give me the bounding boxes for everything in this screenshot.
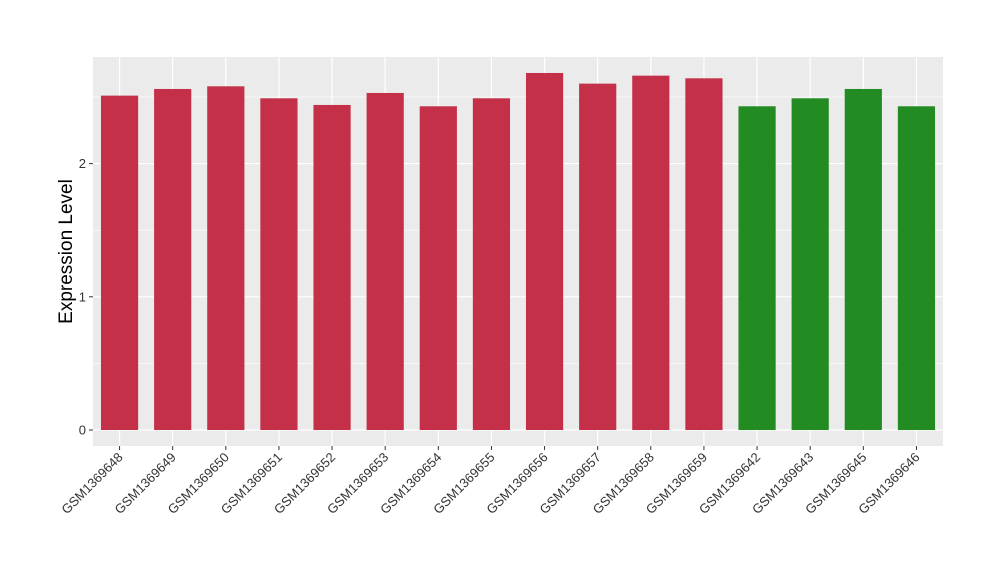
bar [472, 98, 511, 431]
bar [897, 106, 936, 431]
bar [207, 86, 245, 431]
y-axis: 0 1 2 [79, 156, 93, 438]
bar [791, 98, 829, 431]
bar [100, 95, 139, 431]
bar [260, 98, 298, 431]
bars [100, 72, 936, 431]
bar [579, 83, 617, 431]
y-axis-title: Expression Level [56, 179, 77, 324]
x-axis: GSM1369648GSM1369649GSM1369650GSM1369651… [58, 446, 923, 517]
y-tick-label: 0 [79, 423, 86, 438]
bar [844, 88, 882, 431]
bar [685, 78, 723, 431]
y-tick-label: 2 [79, 156, 86, 171]
bar [366, 92, 404, 431]
y-tick-label: 1 [79, 289, 86, 304]
bar [154, 88, 192, 431]
bar [525, 72, 564, 431]
bar [419, 106, 457, 431]
bar [313, 104, 351, 431]
bar [632, 75, 670, 431]
bar [738, 106, 776, 431]
